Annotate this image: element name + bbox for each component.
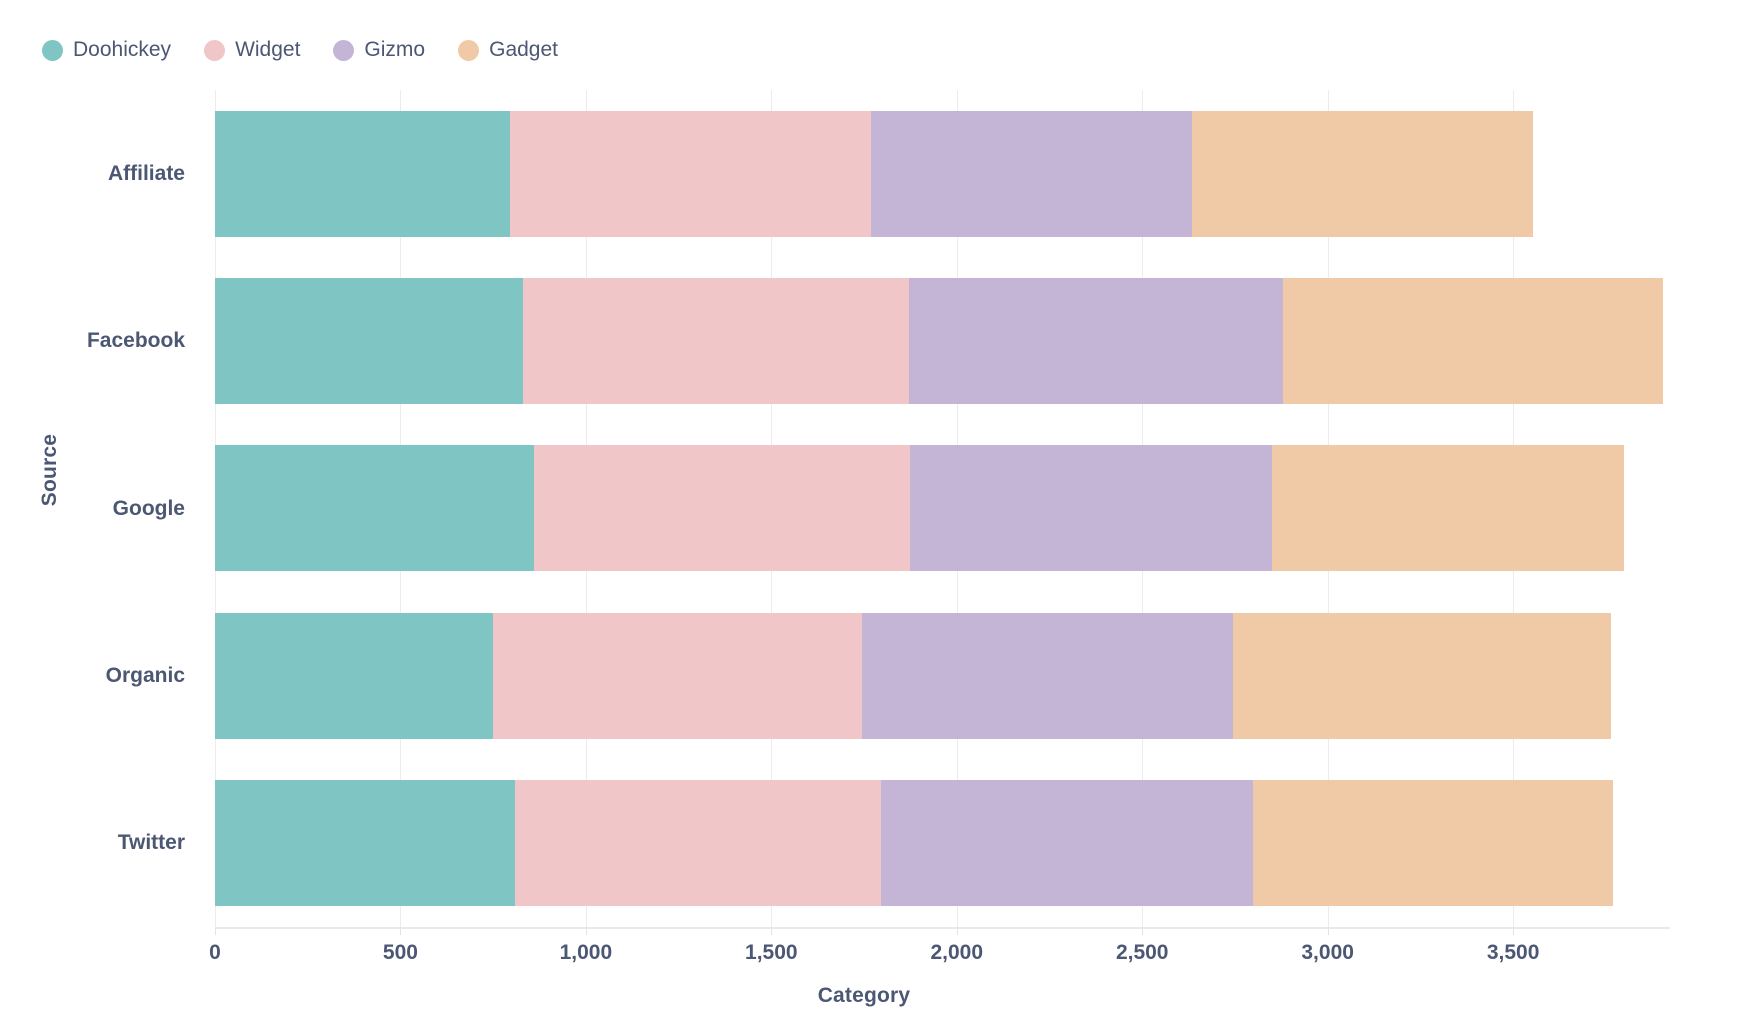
bar-segment-affiliate-doohickey[interactable] <box>215 110 510 237</box>
bar-segment-twitter-gizmo[interactable] <box>880 780 1254 907</box>
legend-label-gadget: Gadget <box>489 38 558 61</box>
bar-segment-facebook-gizmo[interactable] <box>908 278 1284 405</box>
bar-segment-facebook-widget[interactable] <box>522 278 909 405</box>
x-tick-label-2000: 2,000 <box>930 941 984 964</box>
legend-label-gizmo: Gizmo <box>364 38 426 61</box>
bar-twitter <box>215 780 1614 907</box>
bar-segment-facebook-doohickey[interactable] <box>215 278 523 405</box>
category-label-twitter: Twitter <box>117 831 185 855</box>
bar-segment-affiliate-widget[interactable] <box>509 110 872 237</box>
bar-row-organic <box>215 592 1670 759</box>
x-tick-label-3000: 3,000 <box>1301 941 1354 964</box>
tick-mark-0 <box>215 927 216 935</box>
bar-google <box>215 445 1625 572</box>
x-tick-label-1000: 1,000 <box>559 941 613 964</box>
bar-segment-google-widget[interactable] <box>533 445 911 572</box>
x-tick-label-500: 500 <box>382 941 418 964</box>
tick-mark-2000 <box>956 927 958 935</box>
bar-row-affiliate <box>215 90 1670 257</box>
plot-area <box>215 90 1670 935</box>
bar-segment-organic-gizmo[interactable] <box>862 612 1234 739</box>
bar-segment-twitter-gadget[interactable] <box>1253 780 1614 907</box>
tick-mark-1000 <box>585 927 587 935</box>
bar-segment-facebook-gadget[interactable] <box>1283 278 1664 405</box>
category-label-facebook: Facebook <box>86 329 185 353</box>
bar-segment-twitter-widget[interactable] <box>515 780 881 907</box>
legend-dot-widget-icon <box>204 39 226 61</box>
tick-mark-3000 <box>1327 927 1329 935</box>
category-label-organic: Organic <box>105 663 185 687</box>
tick-mark-2500 <box>1142 927 1144 935</box>
legend-dot-doohickey-icon <box>42 39 63 61</box>
bar-segment-google-doohickey[interactable] <box>215 445 534 572</box>
category-label-google: Google <box>112 496 185 520</box>
legend-item-doohickey[interactable]: Doohickey <box>42 38 171 62</box>
bar-segment-twitter-doohickey[interactable] <box>215 780 516 907</box>
bar-segment-organic-widget[interactable] <box>493 612 863 739</box>
tick-mark-3500 <box>1513 927 1515 935</box>
x-tick-label-3500: 3,500 <box>1486 941 1540 964</box>
x-tick-label-1500: 1,500 <box>745 941 798 964</box>
bar-segment-google-gadget[interactable] <box>1272 445 1625 572</box>
legend-dot-gadget-icon <box>458 39 480 61</box>
bar-affiliate <box>215 110 1534 237</box>
bar-row-google <box>215 425 1670 592</box>
x-axis-tick-labels: 0 500 1,000 1,500 2,000 2,500 3,000 3,500 <box>209 941 1670 969</box>
bar-segment-organic-doohickey[interactable] <box>215 612 494 739</box>
x-tick-label-2500: 2,500 <box>1115 941 1169 964</box>
bar-row-twitter <box>215 760 1670 927</box>
chart-legend: Doohickey Widget Gizmo Gadget <box>42 34 558 66</box>
bar-segment-affiliate-gizmo[interactable] <box>871 110 1193 237</box>
legend-item-gizmo[interactable]: Gizmo <box>333 38 425 62</box>
legend-dot-gizmo-icon <box>333 39 355 61</box>
bar-row-facebook <box>215 257 1670 424</box>
bar-organic <box>215 612 1612 739</box>
x-tick-label-0: 0 <box>209 941 221 964</box>
legend-label-widget: Widget <box>235 38 301 61</box>
x-axis-title: Category <box>817 984 911 1007</box>
tick-mark-500 <box>400 927 402 935</box>
legend-item-gadget[interactable]: Gadget <box>458 38 558 62</box>
bar-segment-google-gizmo[interactable] <box>910 445 1272 572</box>
legend-item-widget[interactable]: Widget <box>204 38 300 62</box>
bar-segment-organic-gadget[interactable] <box>1233 612 1612 739</box>
tick-mark-1500 <box>771 927 773 935</box>
legend-label-doohickey: Doohickey <box>73 38 172 61</box>
bar-segment-affiliate-gadget[interactable] <box>1192 110 1534 237</box>
bar-facebook <box>215 278 1664 405</box>
category-label-affiliate: Affiliate <box>107 161 185 185</box>
y-axis-category-labels: Affiliate Facebook Google Organic Twitter <box>0 90 200 927</box>
